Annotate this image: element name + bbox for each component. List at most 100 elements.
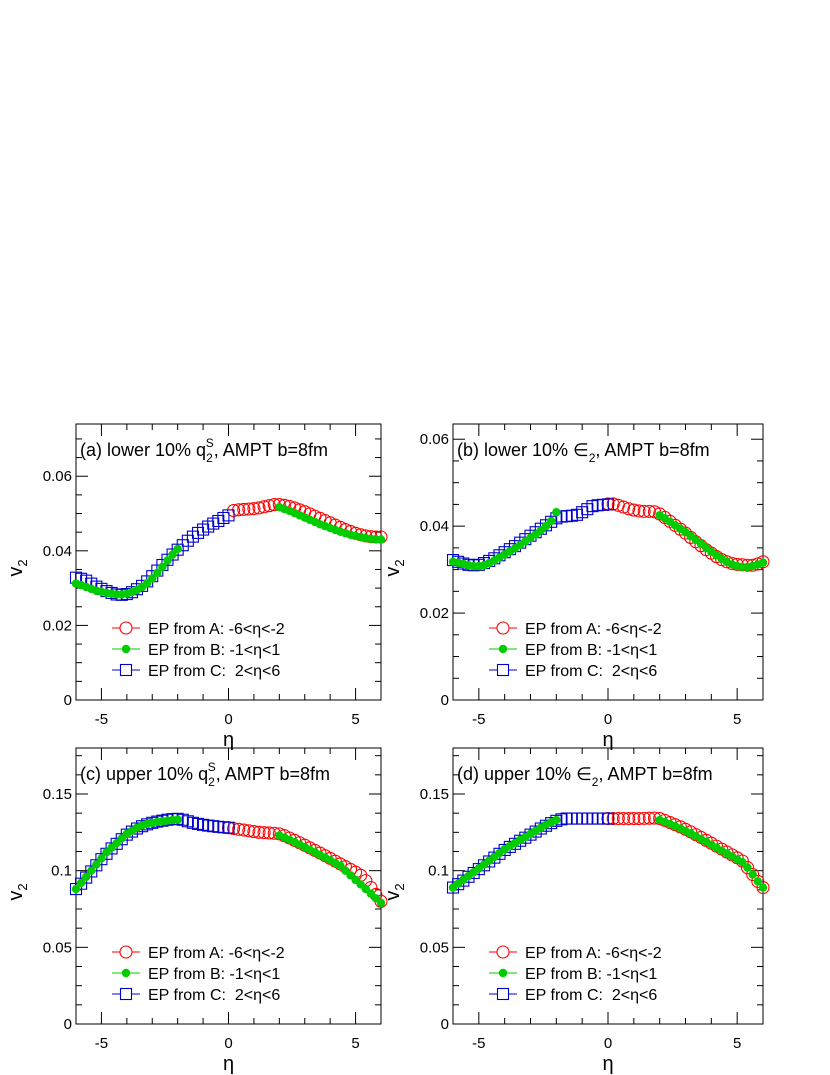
data-point-B	[738, 858, 747, 867]
data-point-A	[616, 500, 631, 514]
x-tick-label: 5	[733, 711, 741, 728]
data-point-B	[753, 877, 763, 886]
data-point-B	[173, 544, 182, 554]
y-tick-label: 0	[441, 692, 449, 709]
data-point-B	[71, 884, 81, 894]
legend-label: EP from B: -1<η<1	[148, 642, 280, 659]
legend-label: EP from A: -6<η<-2	[525, 621, 662, 638]
data-point-A	[262, 499, 276, 513]
legend-label: EP from B: -1<η<1	[525, 642, 657, 659]
data-point-A	[622, 811, 636, 826]
legend-marker-B	[498, 968, 508, 978]
data-point-A	[262, 826, 276, 840]
panel-label: (b)	[457, 440, 484, 460]
y-axis-label: v2	[382, 559, 407, 576]
legend-marker-C	[119, 987, 133, 1001]
x-tick-label: -5	[95, 711, 108, 728]
data-point-A	[637, 504, 651, 518]
data-point-A	[242, 502, 256, 516]
y-axis-label: v2	[5, 559, 30, 576]
data-point-A	[247, 502, 261, 516]
y-tick-label: 0.1	[51, 863, 72, 880]
y-tick-label: 0	[441, 1016, 449, 1033]
title-subscript: 2	[206, 451, 213, 465]
legend-label: EP from C: 2<η<6	[148, 987, 280, 1004]
data-point-A	[252, 825, 266, 839]
data-point-B	[153, 568, 162, 578]
legend-label: EP from A: -6<η<-2	[525, 945, 662, 962]
data-point-B	[376, 898, 386, 908]
y-tick-label: 0.04	[420, 518, 449, 535]
y-axis-label: v2	[382, 883, 407, 900]
data-point-A	[632, 811, 646, 826]
y-tick-label: 0.02	[43, 617, 72, 634]
data-point-B	[758, 883, 768, 892]
legend-label: EP from C: 2<η<6	[525, 663, 657, 680]
data-point-B	[168, 550, 177, 559]
legend-label: EP from B: -1<η<1	[148, 966, 280, 983]
y-axis-label-main: v	[5, 567, 27, 577]
y-tick-label: 0	[64, 1016, 72, 1033]
data-point-C	[601, 812, 615, 825]
data-point-B	[81, 872, 91, 881]
panel-label: (a)	[80, 440, 107, 460]
data-point-A	[622, 502, 636, 516]
y-tick-label: 0.06	[420, 431, 449, 448]
panel-label: (c)	[80, 764, 106, 784]
y-axis-label-sub: 2	[15, 883, 30, 890]
legend-marker-B	[121, 644, 131, 654]
y-tick-label: 0.05	[420, 939, 449, 956]
title-subscript: 2	[592, 775, 599, 789]
y-tick-label: 0	[64, 692, 72, 709]
data-point-B	[97, 854, 106, 863]
panel-label: (d)	[457, 764, 484, 784]
y-axis-label-sub: 2	[392, 559, 407, 566]
data-point-A	[611, 811, 625, 826]
data-point-A	[232, 822, 246, 836]
legend-marker-C	[119, 663, 133, 677]
data-point-C	[601, 498, 615, 511]
data-point-A	[616, 811, 631, 826]
x-axis-label: η	[602, 729, 613, 751]
x-tick-label: 0	[224, 1035, 232, 1052]
data-point-B	[173, 815, 182, 824]
data-point-B	[743, 863, 752, 872]
legend-label: EP from C: 2<η<6	[148, 663, 280, 680]
title-text: , AMPT b=8fm	[598, 764, 712, 784]
data-point-B	[87, 866, 96, 875]
x-axis-label: η	[223, 1053, 234, 1075]
data-point-A	[632, 504, 646, 518]
data-point-A	[642, 811, 656, 825]
y-tick-label: 0.04	[43, 543, 72, 560]
legend-label: EP from C: 2<η<6	[525, 987, 657, 1004]
data-point-A	[740, 861, 755, 875]
x-tick-label: 0	[604, 711, 612, 728]
legend-label: EP from B: -1<η<1	[525, 966, 657, 983]
data-point-B	[552, 815, 561, 825]
y-tick-label: 0.06	[43, 468, 72, 485]
title-text: upper 10% q	[106, 764, 208, 784]
y-tick-label: 0.05	[43, 939, 72, 956]
y-tick-label: 0.15	[43, 786, 72, 803]
x-tick-label: 5	[351, 1035, 359, 1052]
data-point-A	[746, 867, 760, 882]
data-point-A	[257, 500, 271, 514]
y-axis-label: v2	[5, 883, 30, 900]
data-point-B	[158, 562, 167, 572]
y-tick-label: 0.1	[428, 863, 449, 880]
y-axis-label-main: v	[5, 891, 27, 901]
x-tick-label: 5	[733, 1035, 741, 1052]
data-point-B	[92, 860, 101, 869]
data-point-B	[148, 574, 157, 583]
title-text: , AMPT b=8fm	[214, 440, 328, 460]
data-point-A	[627, 811, 641, 826]
y-axis-label-sub: 2	[392, 883, 407, 890]
data-point-B	[541, 521, 551, 531]
data-point-B	[552, 508, 561, 517]
panel-title: (b) lower 10% ∈2, AMPT b=8fm	[457, 440, 710, 465]
legend-label: EP from A: -6<η<-2	[148, 621, 285, 638]
data-point-A	[242, 824, 256, 838]
